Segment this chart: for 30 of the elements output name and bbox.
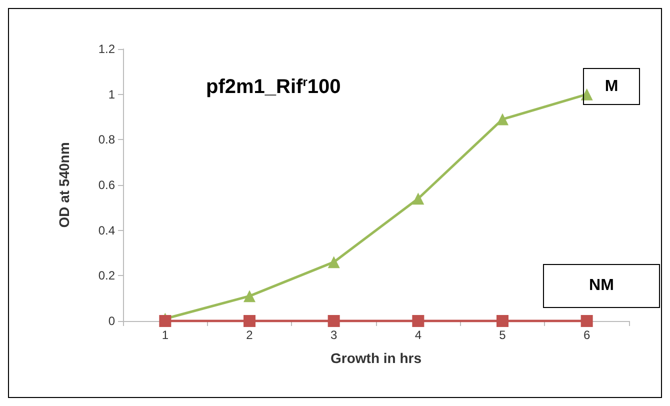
point [496, 113, 508, 126]
y-axis-title: OD at 540nm [56, 142, 72, 228]
y-tick-label: 0.8 [98, 132, 116, 147]
x-tick-label: 3 [330, 328, 338, 342]
series-label: NM [589, 277, 614, 295]
point [328, 315, 340, 327]
x-tick-label: 4 [414, 328, 422, 342]
point [496, 315, 508, 327]
point [244, 315, 256, 327]
series-label: M [604, 78, 618, 96]
point [580, 88, 593, 100]
point [159, 315, 172, 327]
y-tick-label: 0.2 [98, 268, 116, 283]
point [580, 315, 593, 327]
name-box: NM [543, 264, 660, 308]
x-tick-label: 2 [246, 328, 254, 342]
point [328, 256, 340, 268]
x-tick-label: 1 [162, 328, 169, 342]
y-tick-label: 1.2 [98, 42, 116, 56]
y-tick-label: 1 [108, 87, 116, 102]
x-tick-label: 6 [583, 328, 590, 342]
y-tick-label: 0.6 [98, 178, 116, 192]
point [244, 290, 256, 302]
y-tick-label: 0 [108, 314, 116, 328]
y-tick-label: 0.4 [98, 223, 116, 238]
x-axis-title: Growth in hrs [330, 350, 422, 366]
point [412, 315, 424, 327]
name-box: M [583, 68, 640, 105]
x-tick-label: 5 [499, 328, 506, 342]
point [412, 192, 424, 205]
